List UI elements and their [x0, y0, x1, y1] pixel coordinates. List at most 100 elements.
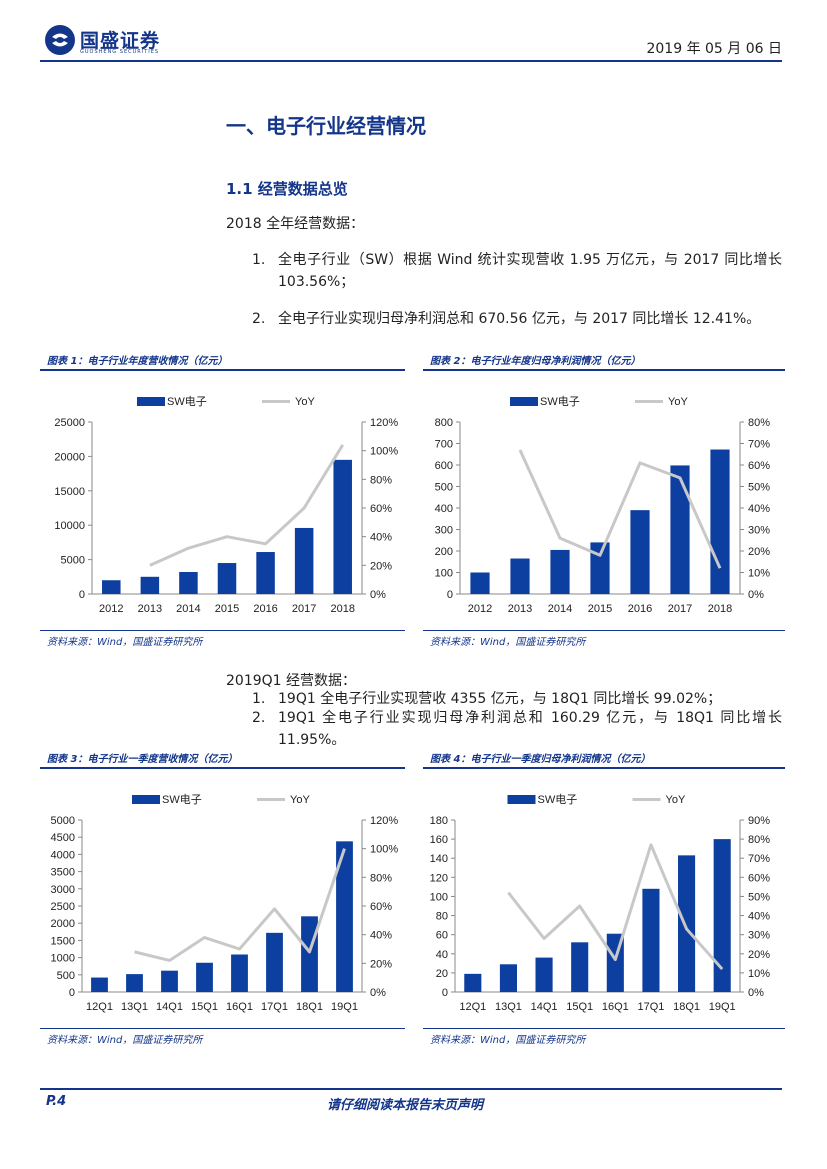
y2-tick-label: 20% [370, 958, 392, 970]
brand-logo: 国盛证券 GUOSHENG SECURITIES [44, 24, 174, 58]
y-tick-label: 300 [435, 525, 453, 537]
bar [710, 449, 730, 594]
y-tick-label: 0 [447, 589, 453, 601]
bar [217, 563, 237, 594]
legend-label-bar: SW电子 [167, 395, 207, 408]
y2-tick-label: 30% [748, 525, 770, 537]
bar [630, 510, 650, 594]
list-number: 1. [252, 691, 266, 707]
legend-swatch-bar [507, 795, 536, 804]
y2-tick-label: 0% [748, 589, 764, 601]
figure-4-source-rule [423, 1028, 785, 1029]
x-tick-label: 2016 [253, 603, 277, 615]
x-tick-label: 16Q1 [602, 1001, 629, 1013]
intro-2018: 2018 全年经营数据： [226, 216, 365, 232]
y2-tick-label: 120% [370, 815, 398, 827]
footer-notice: 请仔细阅读本报告末页声明 [327, 1098, 484, 1113]
figure-1-source-rule [40, 630, 405, 631]
y2-tick-label: 20% [748, 546, 770, 558]
y-tick-label: 60 [436, 930, 448, 942]
footer-divider [40, 1088, 782, 1090]
y2-tick-label: 80% [748, 834, 770, 846]
x-tick-label: 2015 [588, 603, 612, 615]
y-tick-label: 2000 [51, 918, 75, 930]
list-number: 1. [252, 252, 266, 268]
figure-1-source: 资料来源：Wind，国盛证券研究所 [47, 637, 203, 648]
y2-tick-label: 80% [370, 474, 392, 486]
y2-tick-label: 90% [748, 815, 770, 827]
list-item: 1. 全电子行业（SW）根据 Wind 统计实现营收 1.95 万亿元，与 20… [252, 249, 782, 293]
bar [126, 974, 143, 992]
brand-sub: GUOSHENG SECURITIES [80, 49, 160, 55]
y-tick-label: 2500 [51, 901, 75, 913]
x-tick-label: 2017 [668, 603, 692, 615]
list-text: 19Q1 全电子行业实现营收 4355 亿元，与 18Q1 同比增长 99.02… [278, 691, 722, 707]
y2-tick-label: 60% [370, 503, 392, 515]
figure-2-source-rule [423, 630, 785, 631]
y-tick-label: 10000 [54, 520, 85, 532]
y-tick-label: 0 [442, 987, 448, 999]
y2-tick-label: 100% [370, 446, 398, 458]
legend-label-bar: SW电子 [538, 793, 578, 806]
y-tick-label: 4000 [51, 849, 75, 861]
y-tick-label: 800 [435, 417, 453, 429]
x-tick-label: 2012 [99, 603, 123, 615]
x-tick-label: 18Q1 [673, 1001, 700, 1013]
y-tick-label: 15000 [54, 486, 85, 498]
legend-label-bar: SW电子 [162, 793, 202, 806]
y-tick-label: 80 [436, 911, 448, 923]
y2-tick-label: 20% [748, 949, 770, 961]
x-tick-label: 2012 [468, 603, 492, 615]
section-title: 一、电子行业经营情况 [226, 114, 426, 138]
legend-swatch-bar [132, 795, 160, 804]
chart-q1-profit: SW电子 YoY 0 20 40 60 80 100 120 140 160 180 0% 10% 20% 3… [430, 793, 771, 1013]
bar [499, 964, 517, 992]
x-tick-label: 13Q1 [121, 1001, 148, 1013]
y2-tick-label: 120% [370, 417, 398, 429]
brand-name: 国盛证券 [80, 30, 161, 52]
y2-tick-label: 70% [748, 853, 770, 865]
y-tick-label: 1500 [51, 935, 75, 947]
figure-4-title: 图表 4：电子行业一季度归母净利润情况（亿元） [430, 754, 651, 765]
y-tick-label: 200 [435, 546, 453, 558]
legend-swatch-bar [510, 397, 538, 406]
y2-tick-label: 20% [370, 560, 392, 572]
x-tick-label: 15Q1 [566, 1001, 593, 1013]
header-divider [40, 60, 782, 62]
figure-1-title: 图表 1：电子行业年度营收情况（亿元） [47, 356, 228, 367]
list-number: 2. [252, 710, 266, 726]
figure-2-title: 图表 2：电子行业年度归母净利润情况（亿元） [430, 356, 641, 367]
y2-tick-label: 60% [748, 872, 770, 884]
y-tick-label: 1000 [51, 953, 75, 965]
y2-tick-label: 40% [370, 930, 392, 942]
figure-2-source: 资料来源：Wind，国盛证券研究所 [430, 637, 586, 648]
bar [571, 942, 589, 992]
y-tick-label: 4500 [51, 832, 75, 844]
bar [294, 527, 314, 594]
y-tick-label: 0 [79, 589, 85, 601]
y2-tick-label: 40% [370, 532, 392, 544]
figure-4-source: 资料来源：Wind，国盛证券研究所 [430, 1035, 586, 1046]
y2-tick-label: 80% [370, 872, 392, 884]
y-tick-label: 0 [69, 987, 75, 999]
y-tick-label: 5000 [61, 555, 85, 567]
figure-3-source-rule [40, 1028, 405, 1029]
bar [670, 465, 690, 594]
y-tick-label: 180 [430, 815, 448, 827]
yoy-line [149, 444, 344, 567]
figure-3-title: 图表 3：电子行业一季度营收情况（亿元） [47, 754, 238, 765]
x-tick-label: 2016 [628, 603, 652, 615]
x-tick-label: 17Q1 [637, 1001, 664, 1013]
y2-tick-label: 60% [748, 460, 770, 472]
legend-label-line: YoY [295, 396, 315, 408]
x-tick-label: 2018 [708, 603, 732, 615]
list-text: 全电子行业（SW）根据 Wind 统计实现营收 1.95 万亿元，与 2017 … [278, 252, 782, 290]
y2-tick-label: 10% [748, 568, 770, 580]
y-tick-label: 100 [430, 891, 448, 903]
y-tick-label: 140 [430, 853, 448, 865]
y-tick-label: 700 [435, 439, 453, 451]
bar [231, 954, 248, 992]
list-item: 2. 全电子行业实现归母净利润总和 670.56 亿元，与 2017 同比增长 … [252, 308, 782, 330]
x-tick-label: 2017 [292, 603, 316, 615]
x-tick-label: 14Q1 [156, 1001, 183, 1013]
